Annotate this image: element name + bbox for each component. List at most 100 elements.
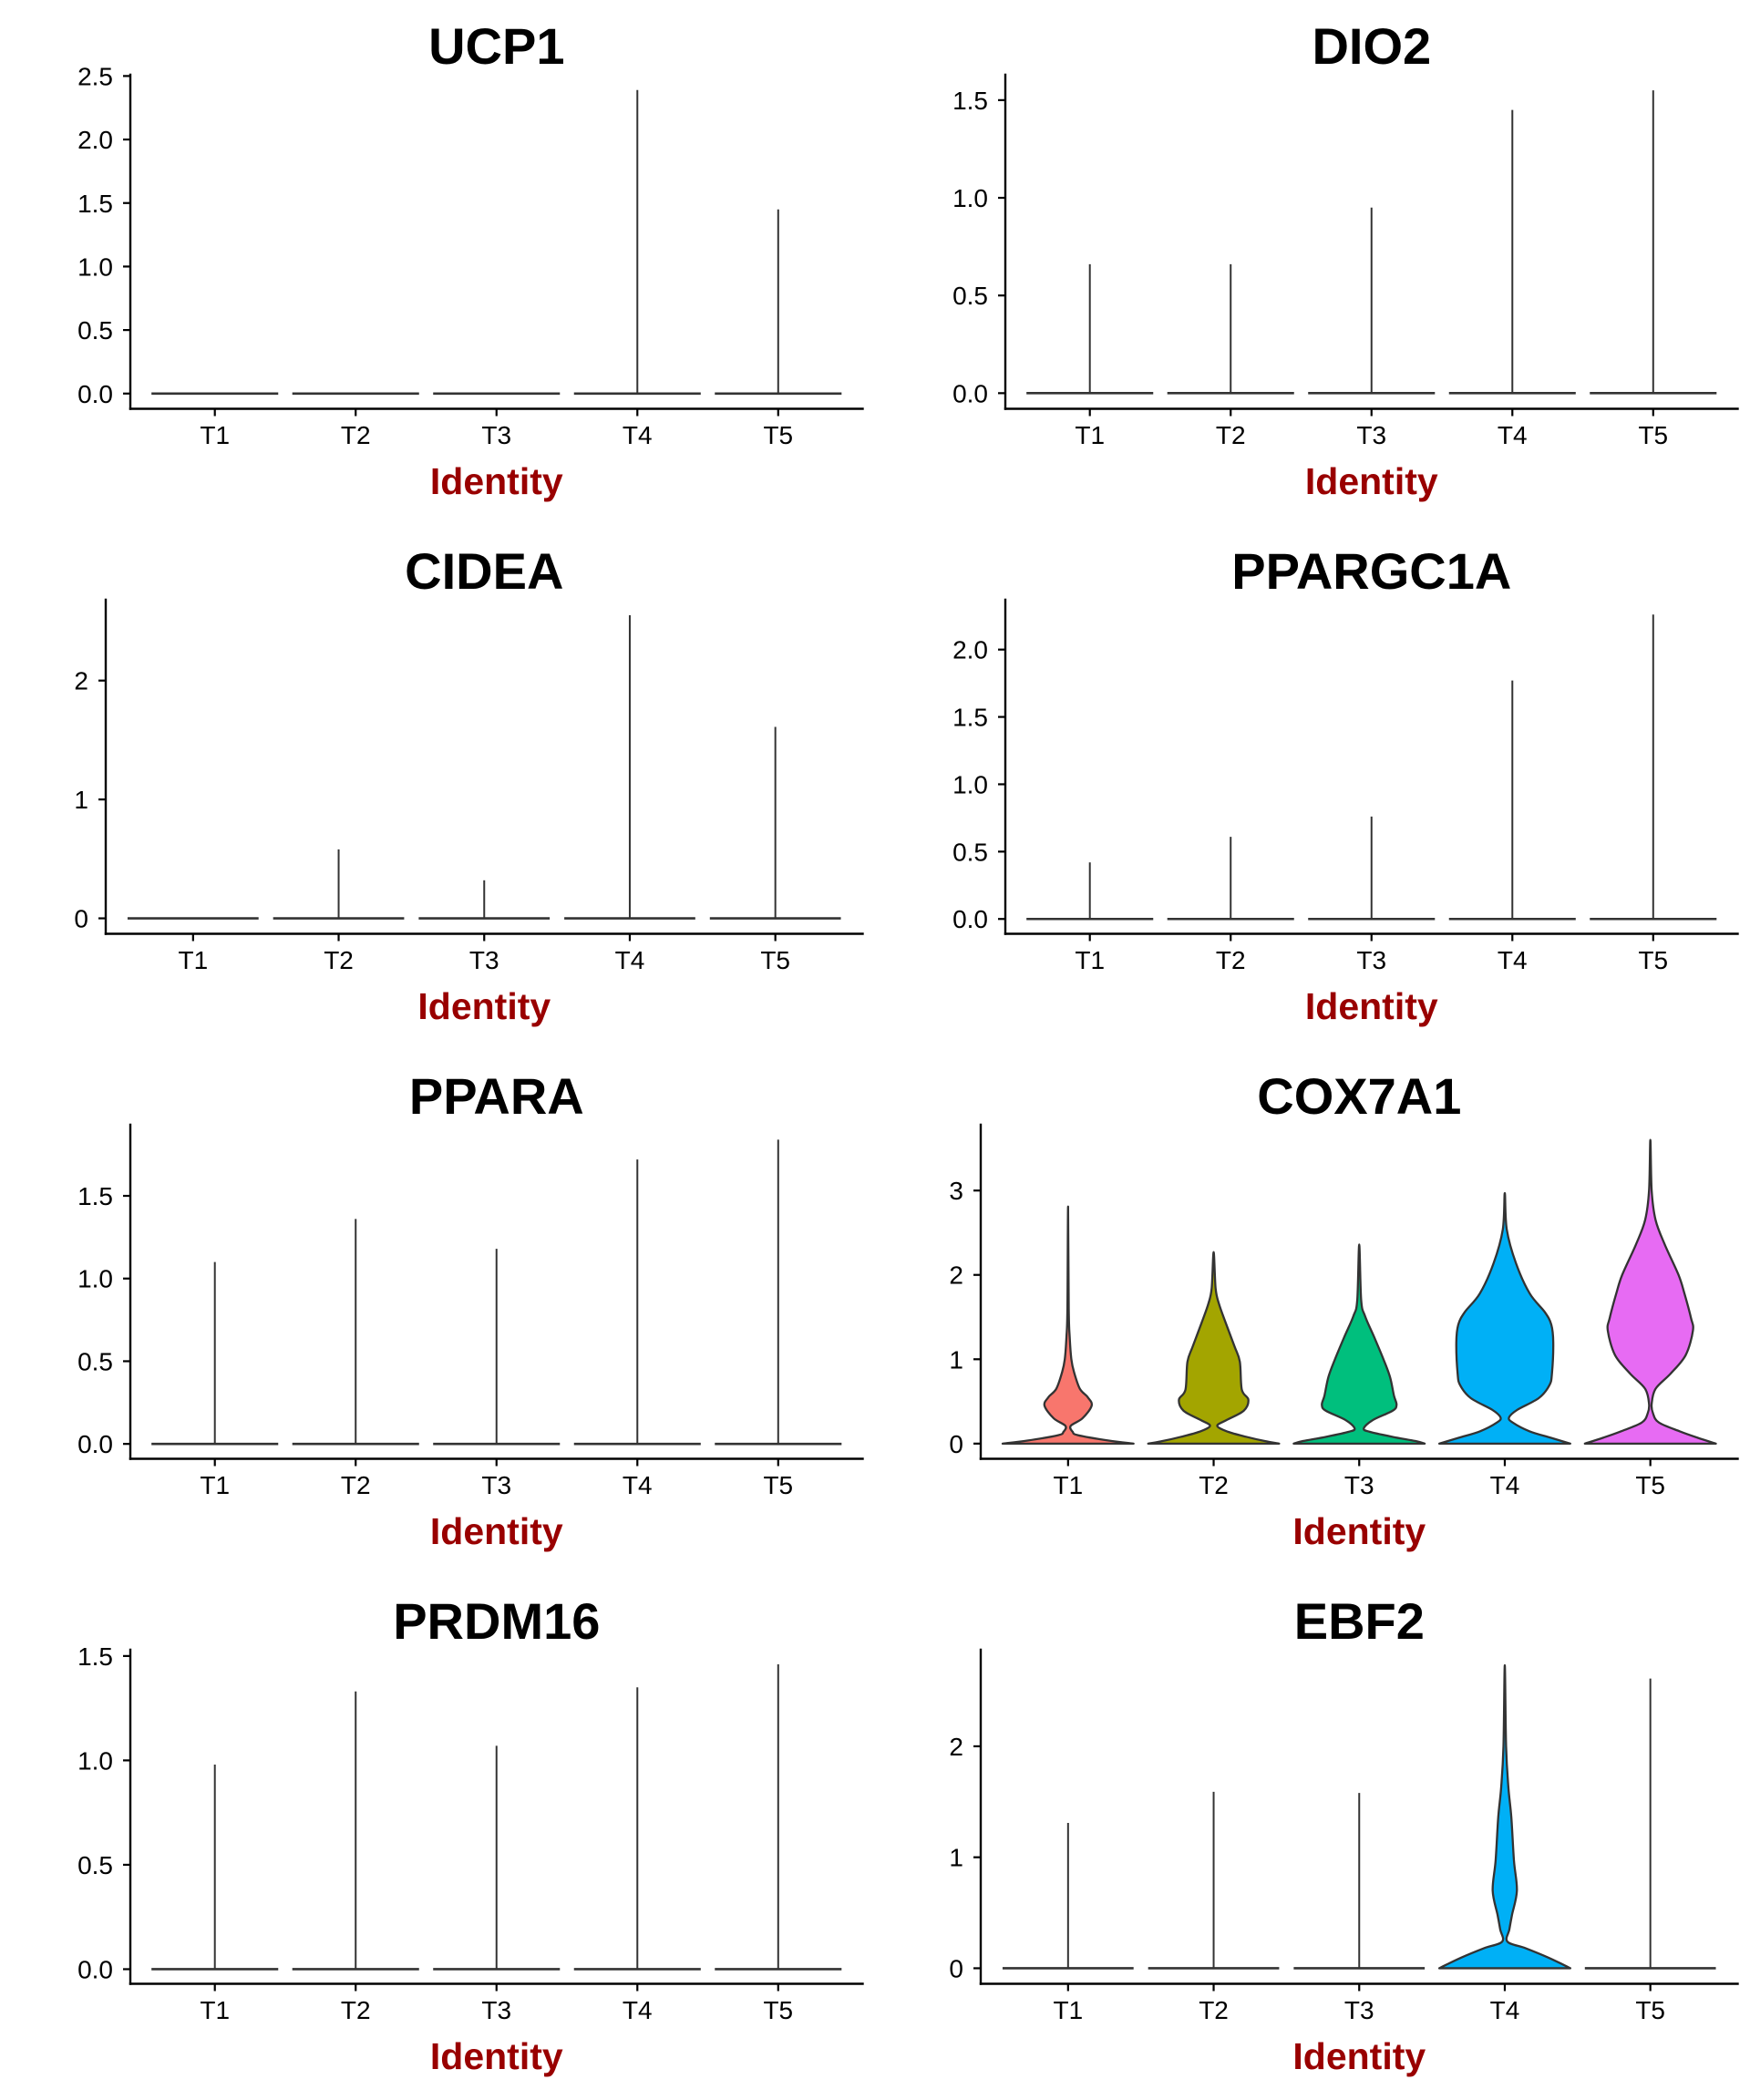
violin-t3 [418, 880, 551, 920]
x-tick-label: T3 [1344, 1471, 1374, 1499]
y-tick-label: 1.5 [952, 87, 988, 115]
violins [1002, 1663, 1716, 1970]
x-axis: T1 T2 T3 T4 T5 [1004, 407, 1739, 449]
x-axis-title: Identity [430, 2035, 563, 2077]
y-tick-label: 1 [949, 1844, 963, 1872]
panel-ppargc1a: PPARGC1A 0.0 0.5 1.0 1.5 2.0 T1 T2 T3 T4 T5 Identit… [875, 525, 1750, 1050]
y-tick-label: 1 [74, 786, 88, 814]
x-tick-label: T3 [481, 1996, 511, 2024]
violins [1026, 90, 1717, 395]
x-axis-title: Identity [1305, 985, 1438, 1027]
violin-t4 [1437, 1663, 1571, 1970]
violin-t4 [573, 89, 701, 396]
violins [1001, 1138, 1717, 1445]
violin-t5 [715, 1664, 842, 1971]
x-axis-title: Identity [1292, 2035, 1426, 2077]
violin-plot-dio2: DIO2 0.0 0.5 1.0 1.5 T1 T2 T3 T4 T5 Identity [952, 17, 1739, 502]
x-axis: T1 T2 T3 T4 T5 [979, 1457, 1739, 1499]
y-tick-label: 2.0 [77, 126, 113, 154]
x-axis: T1 T2 T3 T4 T5 [129, 1982, 864, 2024]
plot-title: DIO2 [1312, 17, 1431, 75]
violin-t5 [709, 726, 841, 920]
x-tick-label: T3 [481, 1471, 511, 1499]
y-tick-label: 0 [74, 905, 88, 933]
violin-t3 [1308, 816, 1436, 921]
x-axis-title: Identity [430, 1510, 563, 1552]
violin-t3 [433, 392, 561, 396]
violins [1026, 614, 1717, 921]
violin-t1 [1002, 1822, 1134, 1970]
violin-t4 [573, 1687, 701, 1971]
x-tick-label: T5 [1635, 1471, 1665, 1499]
x-axis-title: Identity [1305, 460, 1438, 502]
violins [151, 89, 842, 396]
violin-t1 [1026, 263, 1154, 395]
plot-title: PRDM16 [393, 1592, 600, 1650]
y-tick-label: 1.5 [77, 1182, 113, 1210]
y-tick-label: 0.5 [77, 316, 113, 345]
plot-title: UCP1 [428, 17, 564, 75]
plot-title: PPARA [409, 1067, 584, 1125]
x-tick-label: T5 [763, 421, 793, 449]
x-tick-label: T4 [1490, 1471, 1520, 1499]
x-axis: T1 T2 T3 T4 T5 [129, 407, 864, 449]
violin-t4 [564, 614, 695, 920]
x-tick-label: T5 [760, 946, 790, 974]
x-tick-label: T5 [763, 1471, 793, 1499]
panel-ppara: PPARA 0.0 0.5 1.0 1.5 T1 T2 T3 T4 T5 Identity [0, 1050, 875, 1575]
x-tick-label: T3 [1344, 1996, 1374, 2024]
y-tick-label: 1 [949, 1345, 963, 1374]
y-tick-label: 1.0 [952, 770, 988, 798]
violin-plot-ppargc1a: PPARGC1A 0.0 0.5 1.0 1.5 2.0 T1 T2 T3 T4 T5 Identit… [952, 542, 1739, 1027]
y-tick-label: 0.0 [952, 379, 988, 407]
y-tick-label: 0.5 [77, 1347, 113, 1375]
plot-title: CIDEA [405, 542, 563, 600]
x-tick-label: T1 [200, 421, 230, 449]
x-tick-label: T5 [1638, 421, 1668, 449]
violins [151, 1139, 842, 1446]
x-tick-label: T2 [341, 421, 371, 449]
x-tick-label: T3 [481, 421, 511, 449]
violin-body-t5 [1583, 1138, 1717, 1445]
x-tick-label: T1 [1053, 1996, 1083, 2024]
violin-plot-ppara: PPARA 0.0 0.5 1.0 1.5 T1 T2 T3 T4 T5 Identity [77, 1067, 864, 1552]
violin-t3 [1308, 207, 1436, 395]
x-axis-title: Identity [1292, 1510, 1426, 1552]
panel-prdm16: PRDM16 0.0 0.5 1.0 1.5 T1 T2 T3 T4 T5 Identity [0, 1575, 875, 2100]
violin-t2 [292, 1691, 419, 1971]
panel-ebf2: EBF2 0 1 2 T1 T2 T3 T4 T5 Identity [875, 1575, 1750, 2100]
panel-cidea: CIDEA 0 1 2 T1 T2 T3 T4 T5 Identity [0, 525, 875, 1050]
violin-t5 [1590, 614, 1717, 921]
x-tick-label: T1 [200, 1996, 230, 2024]
violin-body-t4 [1437, 1663, 1571, 1970]
y-tick-label: 1.0 [77, 1746, 113, 1775]
y-tick-label: 0.5 [952, 282, 988, 310]
violin-t4 [1437, 1191, 1571, 1445]
violin-plot-cox7a1: COX7A1 0 1 2 3 T1 T2 T3 T4 T5 Identity [949, 1067, 1739, 1552]
y-axis: 0.0 0.5 1.0 1.5 [77, 1123, 132, 1460]
x-tick-label: T4 [615, 946, 645, 974]
violin-plot-ucp1: UCP1 0.0 0.5 1.0 1.5 2.0 2.5 T1 T2 T3 T4 T5 Identity [77, 17, 864, 502]
y-axis: 0 1 2 3 [949, 1123, 983, 1460]
violin-t2 [1167, 837, 1294, 921]
violin-t4 [573, 1159, 701, 1446]
violin-t2 [1148, 1791, 1280, 1970]
x-axis: T1 T2 T3 T4 T5 [129, 1457, 864, 1499]
violin-t4 [1448, 109, 1576, 395]
y-tick-label: 1.5 [952, 704, 988, 732]
y-tick-label: 2 [949, 1733, 963, 1761]
violin-t3 [433, 1249, 561, 1446]
x-axis-title: Identity [417, 985, 551, 1027]
y-axis: 0.0 0.5 1.0 1.5 [952, 73, 1007, 410]
y-tick-label: 1.5 [77, 190, 113, 218]
y-tick-label: 1.0 [952, 184, 988, 212]
x-tick-label: T4 [623, 1996, 653, 2024]
x-tick-label: T1 [1075, 421, 1105, 449]
violin-t2 [1167, 263, 1294, 395]
y-tick-label: 3 [949, 1177, 963, 1205]
violin-t1 [127, 917, 259, 920]
y-tick-label: 1.0 [77, 1265, 113, 1293]
violin-t5 [715, 209, 842, 396]
panel-cox7a1: COX7A1 0 1 2 3 T1 T2 T3 T4 T5 Identity [875, 1050, 1750, 1575]
